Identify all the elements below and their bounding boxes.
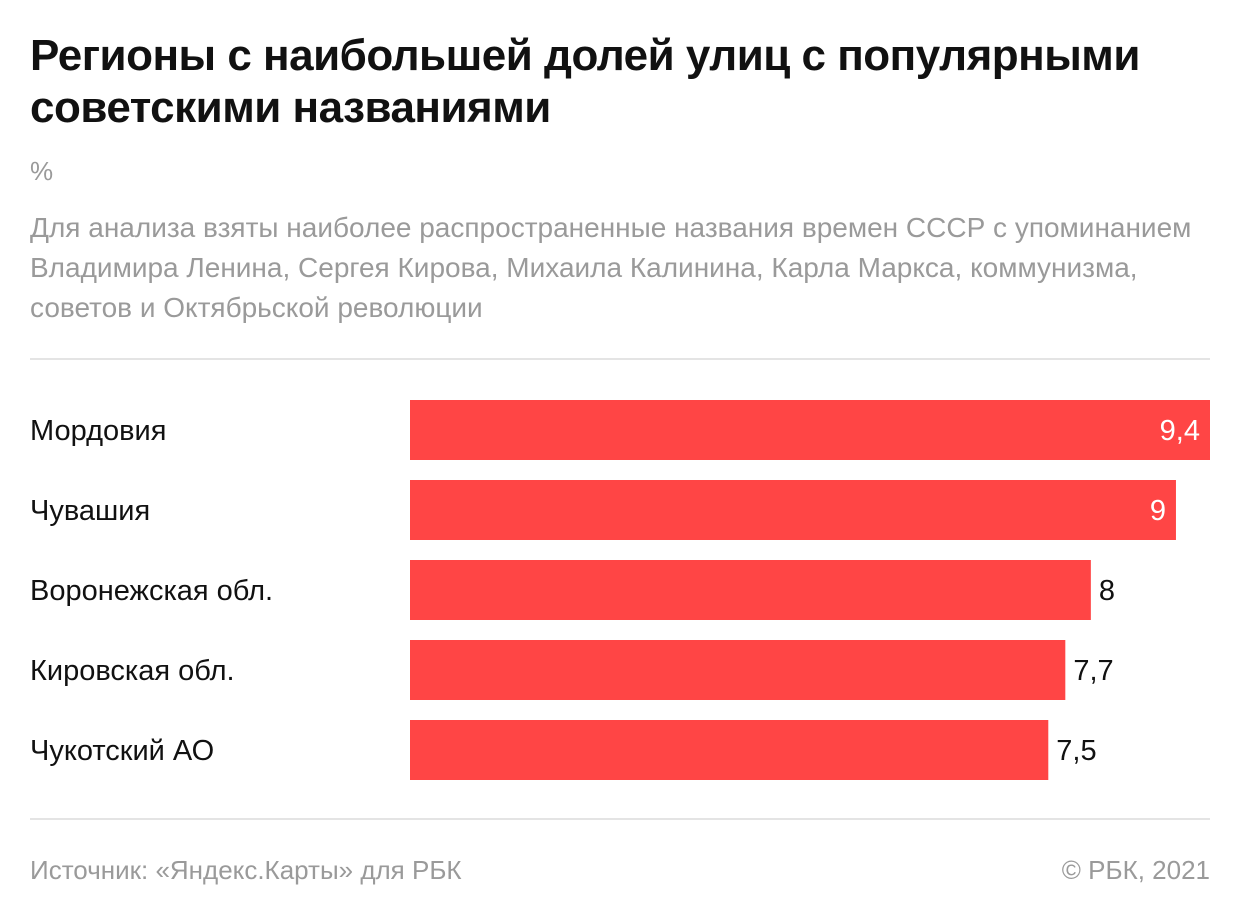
- bar-1: [410, 400, 1210, 460]
- bar-2: [410, 480, 1176, 540]
- value-label-5: 7,5: [1056, 735, 1096, 767]
- category-label-5: Чукотский АО: [30, 735, 214, 767]
- category-label-2: Чувашия: [30, 495, 150, 527]
- bottom-divider: [30, 818, 1210, 820]
- bar-3: [410, 560, 1091, 620]
- bar-5: [410, 720, 1049, 780]
- chart-note: Для анализа взяты наиболее распространен…: [30, 212, 1192, 323]
- unit-label: %: [30, 156, 54, 186]
- top-divider: [30, 358, 1210, 360]
- value-label-4: 7,7: [1073, 655, 1113, 687]
- source-note: Источник: «Яндекс.Карты» для РБК: [30, 855, 462, 885]
- value-label-1: 9,4: [1160, 415, 1200, 447]
- value-label-3: 8: [1099, 575, 1115, 607]
- bar-4: [410, 640, 1066, 700]
- category-label-4: Кировская обл.: [30, 655, 235, 687]
- copyright-note: © РБК, 2021: [1061, 855, 1210, 885]
- chart-title: Регионы с наибольшей долей улиц с популя…: [30, 31, 1140, 132]
- category-label-1: Мордовия: [30, 415, 166, 447]
- category-label-3: Воронежская обл.: [30, 575, 273, 607]
- value-label-2: 9: [1150, 495, 1166, 527]
